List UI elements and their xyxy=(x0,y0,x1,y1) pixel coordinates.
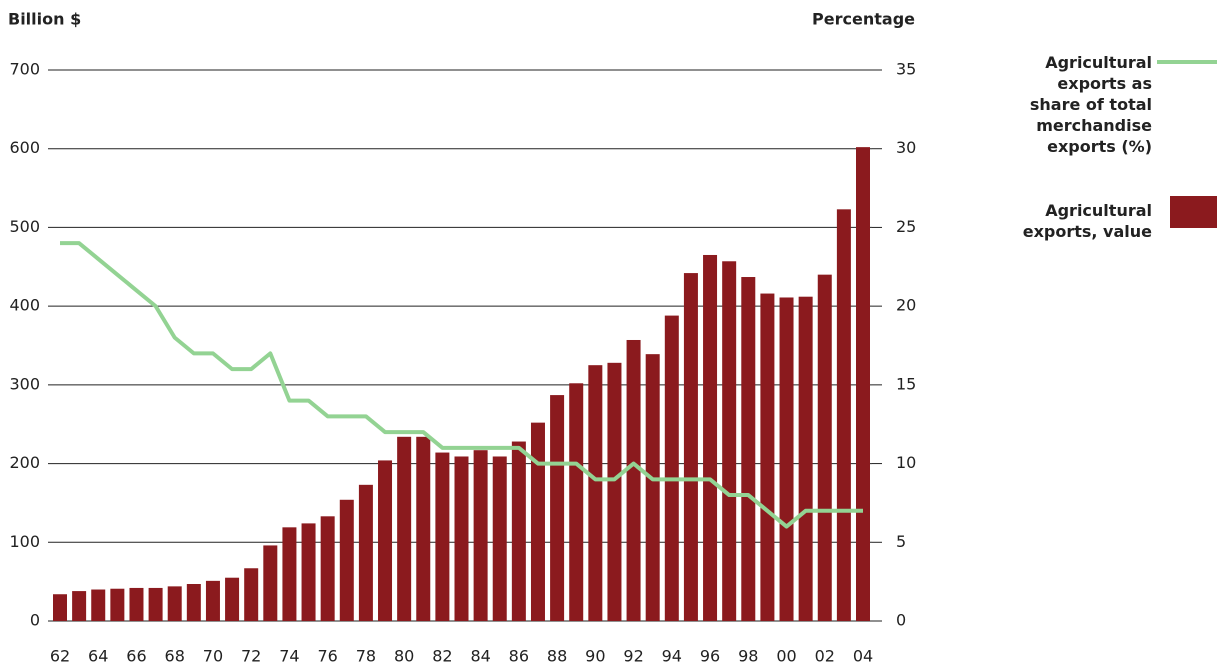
bar xyxy=(817,274,832,621)
x-tick-label: 86 xyxy=(509,647,529,666)
legend-label: Agricultural exports, value xyxy=(1022,201,1152,241)
bar xyxy=(358,484,373,621)
bar xyxy=(320,516,335,621)
x-tick-label: 70 xyxy=(203,647,223,666)
bar xyxy=(167,586,182,621)
x-tick-label: 88 xyxy=(547,647,567,666)
bar xyxy=(722,261,737,621)
bar xyxy=(588,365,603,621)
bar xyxy=(397,436,412,621)
bar xyxy=(530,422,545,621)
x-tick-label: 62 xyxy=(50,647,70,666)
x-tick-label: 80 xyxy=(394,647,414,666)
bar xyxy=(741,277,756,621)
y2-tick-label: 0 xyxy=(896,611,906,630)
y-tick-label: 100 xyxy=(9,532,40,551)
x-tick-label: 92 xyxy=(623,647,643,666)
bar xyxy=(760,293,775,621)
y-tick-label: 600 xyxy=(9,138,40,157)
x-tick-label: 02 xyxy=(815,647,835,666)
bar xyxy=(836,209,851,621)
bar xyxy=(607,362,622,621)
bar xyxy=(129,587,144,621)
y-tick-label: 700 xyxy=(9,60,40,79)
bar xyxy=(626,339,641,621)
x-tick-label: 98 xyxy=(738,647,758,666)
bar xyxy=(703,254,718,621)
x-tick-label: 00 xyxy=(776,647,796,666)
y-tick-label: 0 xyxy=(30,611,40,630)
bar xyxy=(550,395,565,621)
bar xyxy=(263,545,278,621)
y2-axis-label: Percentage xyxy=(812,10,915,29)
bar xyxy=(856,147,870,621)
y-tick-label: 500 xyxy=(9,217,40,236)
x-tick-label: 82 xyxy=(432,647,452,666)
y-tick-label: 200 xyxy=(9,453,40,472)
bar xyxy=(339,499,354,621)
y2-tick-label: 20 xyxy=(896,296,916,315)
bar xyxy=(282,527,297,621)
line xyxy=(60,241,863,529)
bar xyxy=(569,383,584,621)
bar xyxy=(664,315,679,621)
bar xyxy=(645,354,660,621)
bar xyxy=(91,589,106,621)
x-tick-label: 74 xyxy=(279,647,299,666)
bar xyxy=(72,591,87,621)
bar xyxy=(148,587,163,621)
x-tick-label: 90 xyxy=(585,647,605,666)
bar xyxy=(435,452,450,621)
bar xyxy=(416,436,431,621)
bar xyxy=(779,297,794,621)
bar xyxy=(454,456,469,621)
x-tick-label: 78 xyxy=(356,647,376,666)
bar xyxy=(205,580,220,621)
y-tick-label: 300 xyxy=(9,374,40,393)
y-tick-label: 400 xyxy=(9,296,40,315)
bar xyxy=(492,456,507,621)
x-tick-label: 84 xyxy=(470,647,490,666)
bar xyxy=(798,296,813,621)
x-tick-label: 04 xyxy=(853,647,873,666)
x-tick-label: 76 xyxy=(317,647,337,666)
bar xyxy=(473,450,488,621)
y-axis-label: Billion $ xyxy=(8,10,81,29)
y2-tick-label: 15 xyxy=(896,374,916,393)
bar xyxy=(511,441,526,621)
legend-swatch xyxy=(1170,196,1217,228)
x-tick-label: 72 xyxy=(241,647,261,666)
bar xyxy=(301,523,316,621)
bar xyxy=(378,460,393,621)
bar xyxy=(53,594,67,621)
y2-tick-label: 25 xyxy=(896,217,916,236)
bar xyxy=(683,273,698,621)
bar xyxy=(225,577,240,621)
bar xyxy=(186,584,201,621)
legend-label: Agricultural exports as share of total m… xyxy=(1029,53,1152,156)
x-tick-label: 94 xyxy=(662,647,682,666)
x-tick-label: 66 xyxy=(126,647,146,666)
x-tick-label: 64 xyxy=(88,647,108,666)
y2-tick-label: 5 xyxy=(896,532,906,551)
y2-tick-label: 30 xyxy=(896,138,916,157)
y2-tick-label: 10 xyxy=(896,453,916,472)
x-tick-label: 96 xyxy=(700,647,720,666)
bar xyxy=(244,568,259,621)
x-tick-label: 68 xyxy=(165,647,185,666)
bar xyxy=(110,588,125,621)
y2-tick-label: 35 xyxy=(896,60,916,79)
